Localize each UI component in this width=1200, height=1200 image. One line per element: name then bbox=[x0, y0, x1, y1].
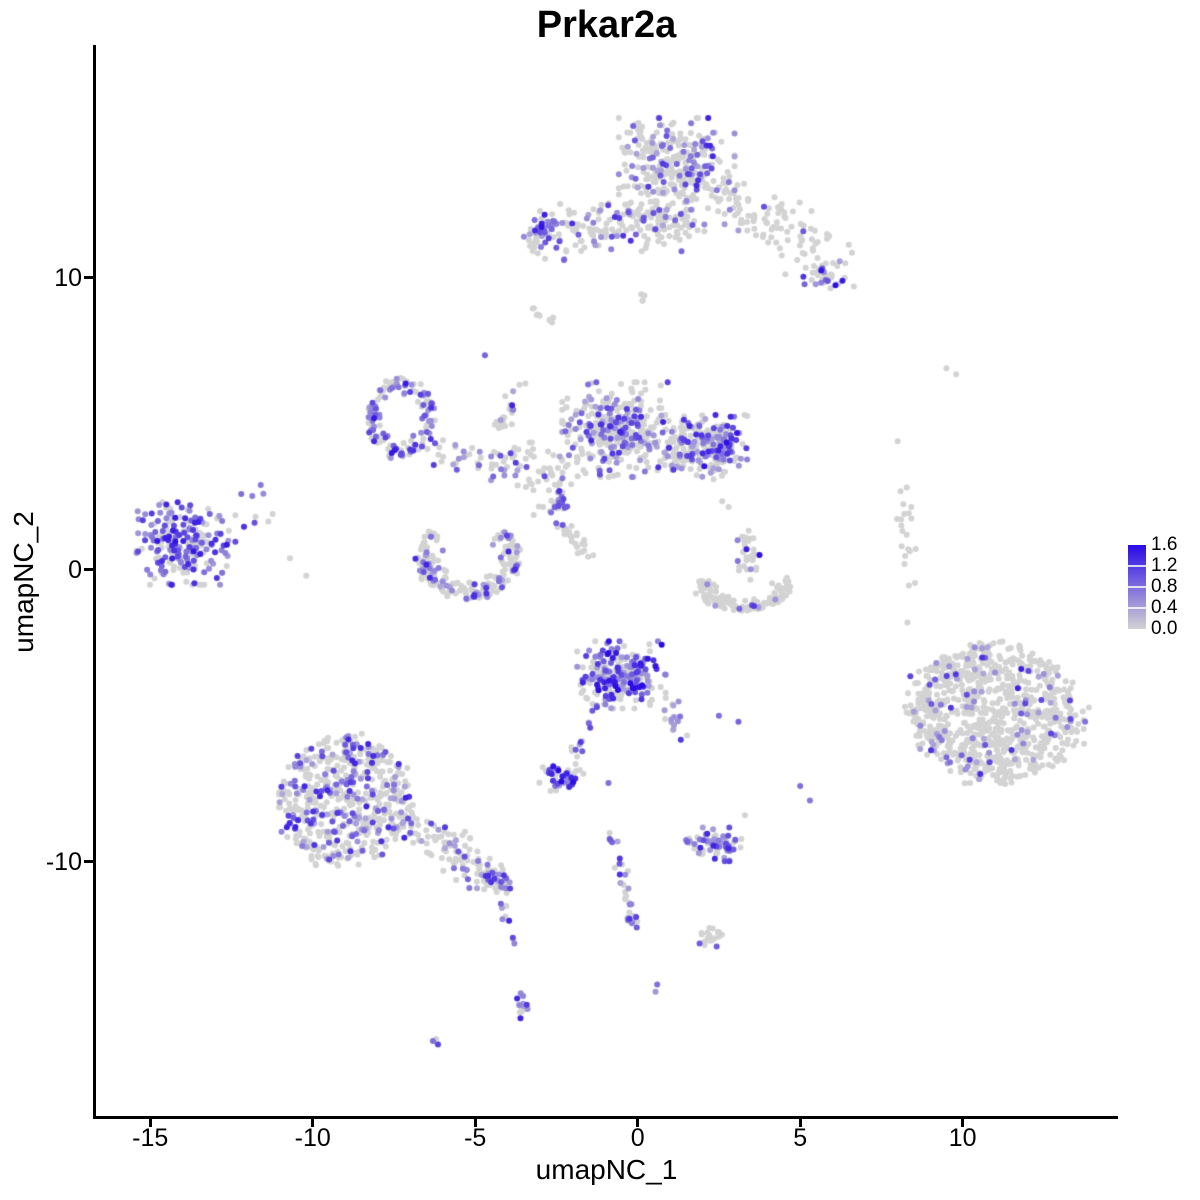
x-tick-mark bbox=[636, 1118, 640, 1127]
plot-title: Prkar2a bbox=[536, 4, 677, 46]
legend-tick-label: 0.0 bbox=[1151, 618, 1178, 639]
x-tick-label: -10 bbox=[294, 1124, 331, 1152]
x-axis-label: umapNC_1 bbox=[535, 1154, 678, 1185]
legend-tick-mark bbox=[1128, 586, 1146, 588]
x-tick-mark bbox=[961, 1118, 965, 1127]
y-tick-label: -10 bbox=[45, 847, 82, 876]
legend-tick-label: 0.4 bbox=[1151, 597, 1178, 618]
x-axis-line bbox=[93, 1116, 1118, 1119]
y-tick-label: 10 bbox=[54, 263, 82, 292]
x-tick-label: 0 bbox=[630, 1124, 645, 1152]
x-tick-label: -15 bbox=[132, 1124, 169, 1152]
legend-tick-mark bbox=[1128, 607, 1146, 609]
y-tick-mark bbox=[84, 860, 93, 864]
x-tick-mark bbox=[798, 1118, 802, 1127]
legend-tick-label: 1.2 bbox=[1151, 555, 1178, 576]
x-tick-label: -5 bbox=[464, 1124, 487, 1152]
x-tick-label: 5 bbox=[793, 1124, 808, 1152]
x-tick-mark bbox=[311, 1118, 315, 1127]
x-tick-label: 10 bbox=[948, 1124, 977, 1152]
legend-tick-label: 1.6 bbox=[1151, 534, 1178, 555]
y-tick-mark bbox=[84, 276, 93, 280]
y-axis-label: umapNC_2 bbox=[8, 511, 39, 653]
legend-tick-label: 0.8 bbox=[1151, 576, 1178, 597]
x-tick-mark bbox=[473, 1118, 477, 1127]
x-tick-mark bbox=[148, 1118, 152, 1127]
y-tick-mark bbox=[84, 568, 93, 572]
legend-colorbar: 1.6 1.2 0.8 0.4 0.0 bbox=[1124, 535, 1200, 640]
y-tick-label: 0 bbox=[68, 555, 82, 584]
legend-tick-mark bbox=[1128, 565, 1146, 567]
y-axis-line bbox=[93, 45, 96, 1119]
